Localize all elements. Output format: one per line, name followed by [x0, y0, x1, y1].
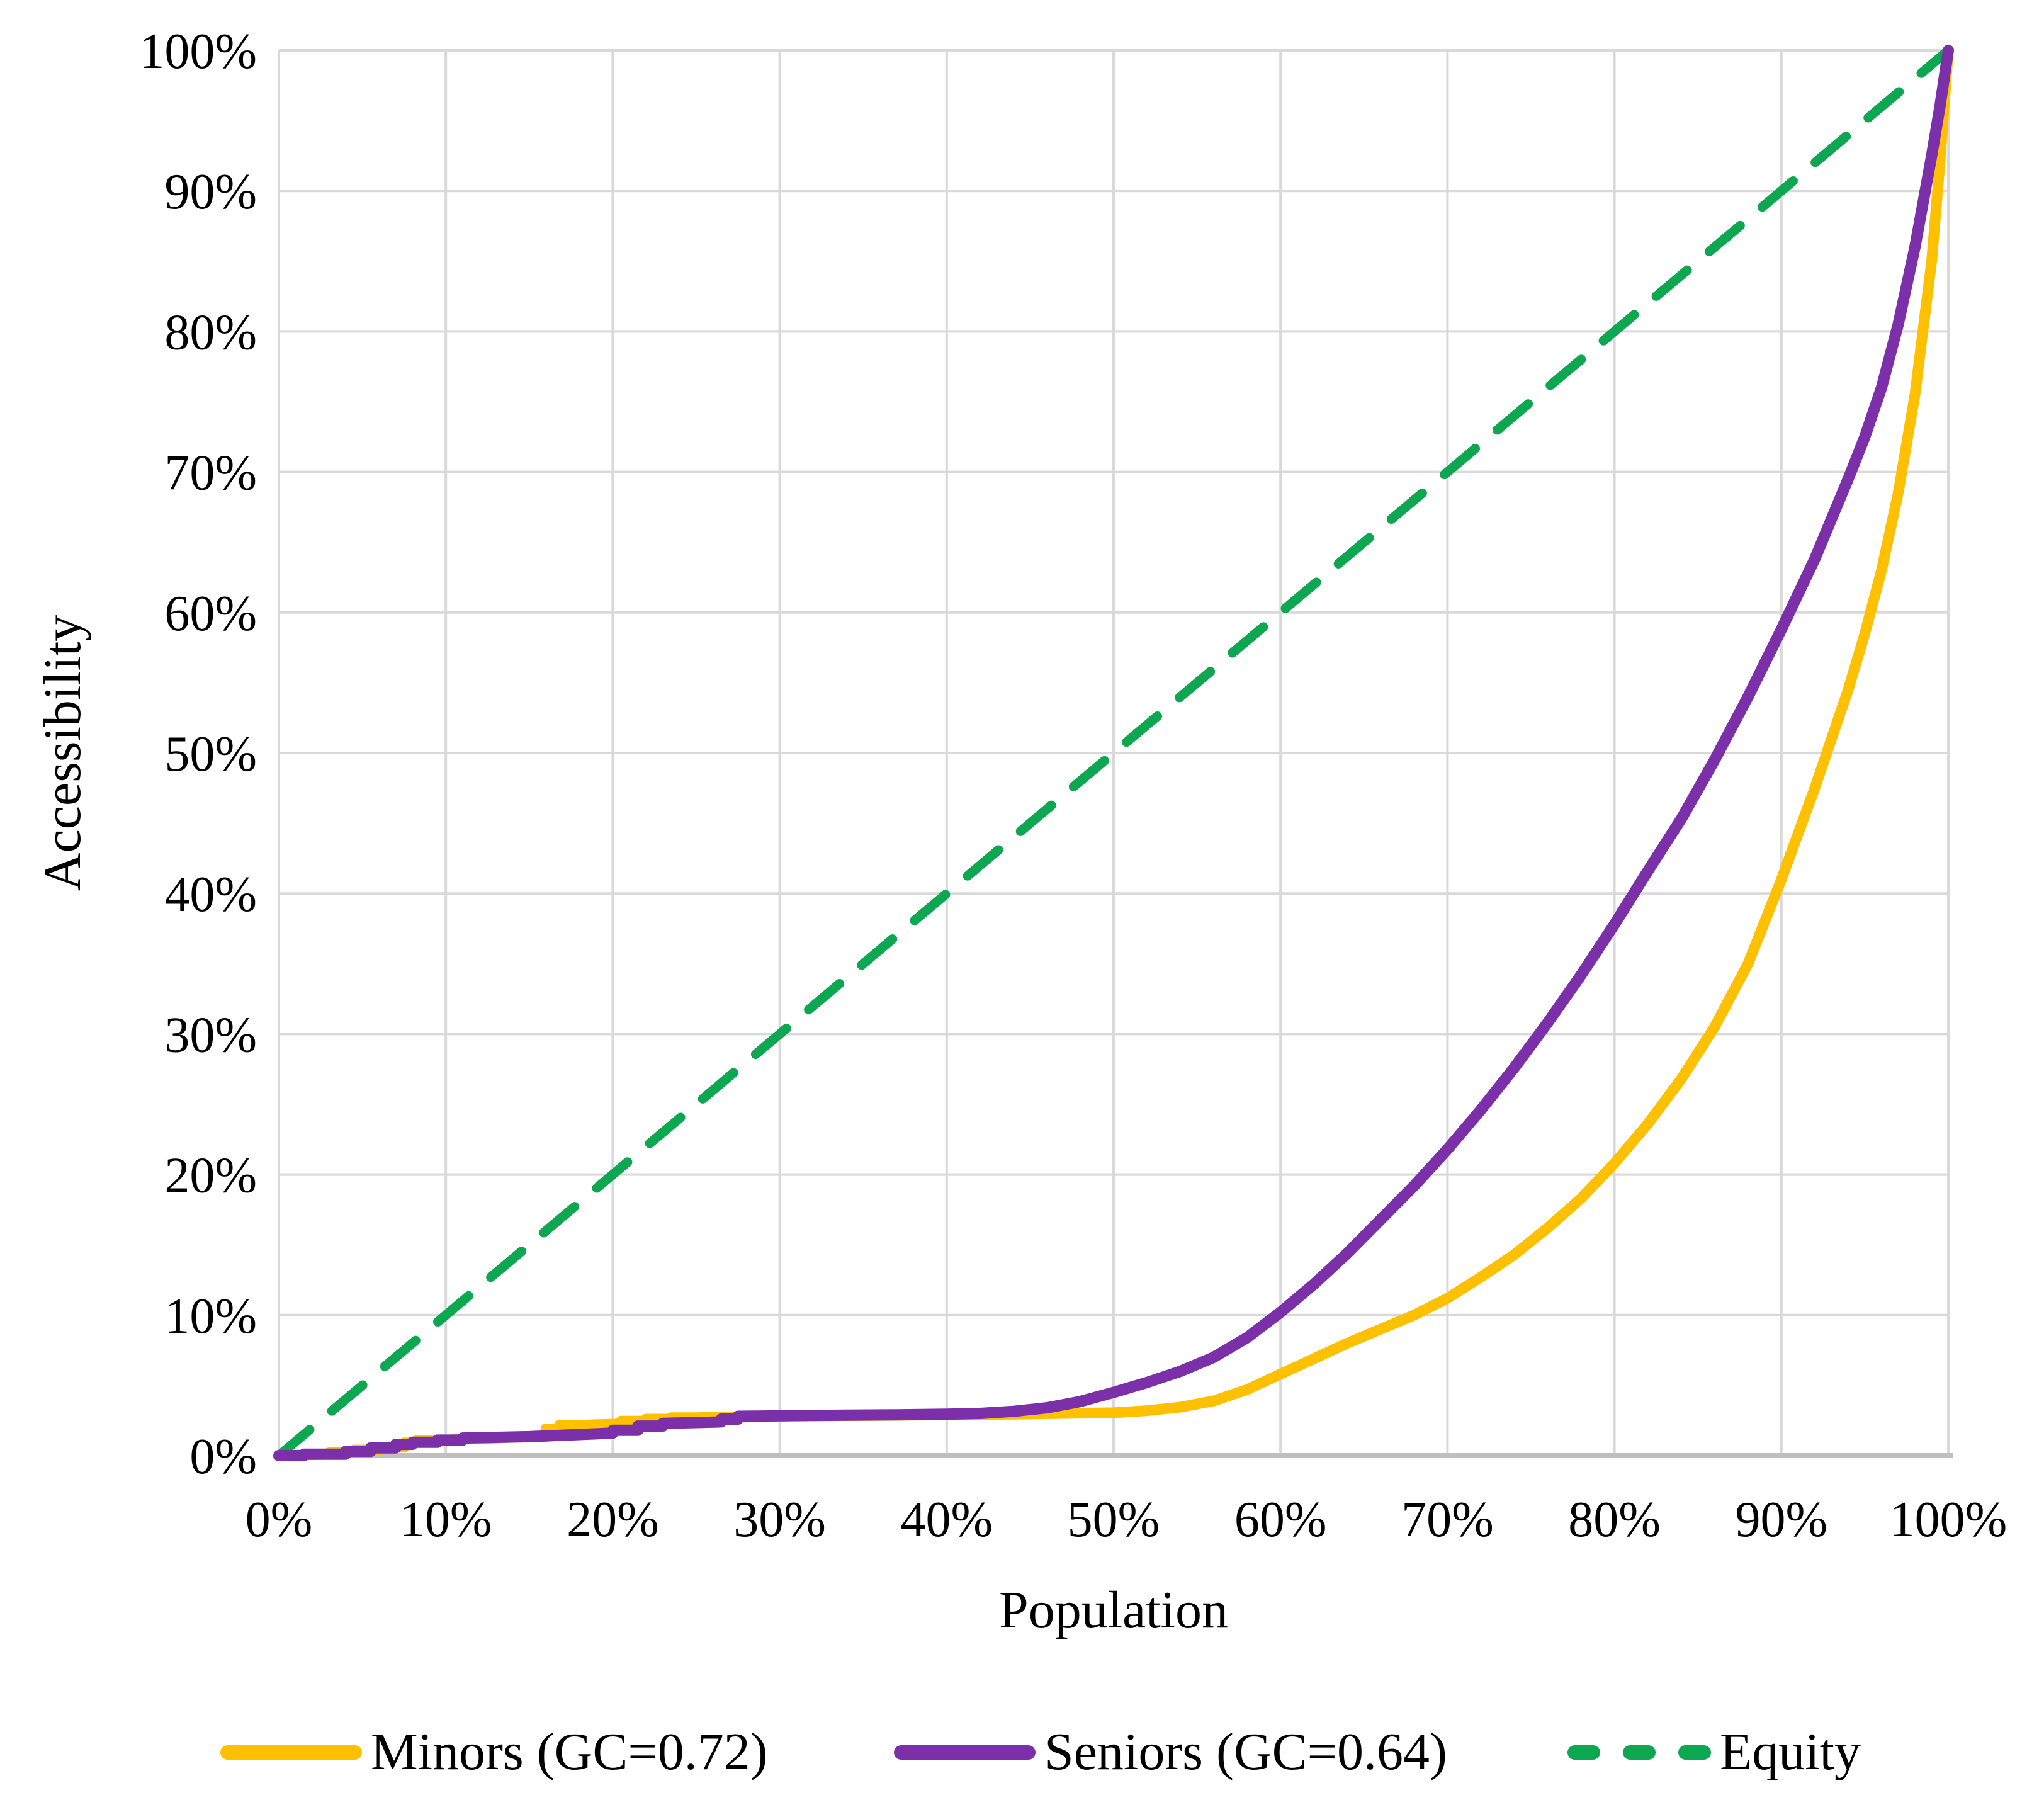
y-tick-label: 40% — [164, 867, 257, 922]
y-tick-label: 100% — [139, 24, 257, 79]
legend-item-equity: Equity — [1567, 1724, 1861, 1780]
series-line-2 — [274, 45, 1953, 1461]
x-tick-label: 80% — [1568, 1492, 1661, 1548]
x-tick-label: 0% — [246, 1492, 313, 1548]
y-tick-label: 30% — [164, 1007, 257, 1063]
tick-labels: 0% 10% 20% 30% 40% 50% 60% 70% 80% 90% 100% 0% 10% 20… — [139, 24, 2007, 1548]
x-tick-label: 60% — [1234, 1492, 1327, 1548]
y-tick-label: 90% — [164, 164, 257, 220]
series-line-1 — [273, 45, 1954, 1461]
legend-item-minors: Minors (GC=0.72) — [220, 1724, 768, 1780]
y-tick-label: 70% — [164, 446, 257, 501]
legend-label-seniors: Seniors (GC=0.64) — [1044, 1723, 1448, 1781]
y-tick-label: 10% — [164, 1289, 257, 1344]
legend-label-minors: Minors (GC=0.72) — [371, 1723, 768, 1781]
y-tick-label: 60% — [164, 586, 257, 642]
y-tick-label: 0% — [189, 1429, 257, 1485]
equity-dashed-swatch-icon — [1567, 1745, 1711, 1760]
y-axis-title: Accessibility — [33, 614, 92, 892]
y-tick-label: 80% — [164, 305, 257, 360]
x-tick-label: 30% — [733, 1492, 826, 1548]
x-axis-title: Population — [998, 1581, 1228, 1639]
x-tick-label: 100% — [1890, 1492, 2007, 1548]
dash-icon — [1567, 1745, 1600, 1760]
x-tick-label: 50% — [1068, 1492, 1160, 1548]
legend-label-equity: Equity — [1720, 1723, 1861, 1781]
series-lines — [273, 45, 1954, 1461]
x-tick-label: 90% — [1735, 1492, 1827, 1548]
y-tick-label: 20% — [164, 1148, 257, 1204]
x-tick-label: 10% — [400, 1492, 492, 1548]
dash-icon — [1623, 1745, 1656, 1760]
legend-item-seniors: Seniors (GC=0.64) — [894, 1724, 1447, 1780]
y-tick-label: 50% — [164, 727, 257, 782]
gridlines — [278, 49, 1950, 1457]
seniors-line-swatch-icon — [894, 1745, 1036, 1760]
legend: Minors (GC=0.72) Seniors (GC=0.64) Equit… — [0, 1724, 2044, 1780]
dash-icon — [1678, 1745, 1711, 1760]
x-tick-label: 40% — [900, 1492, 993, 1548]
minors-line-swatch-icon — [220, 1745, 362, 1760]
x-tick-label: 70% — [1401, 1492, 1494, 1548]
x-tick-label: 20% — [567, 1492, 659, 1548]
